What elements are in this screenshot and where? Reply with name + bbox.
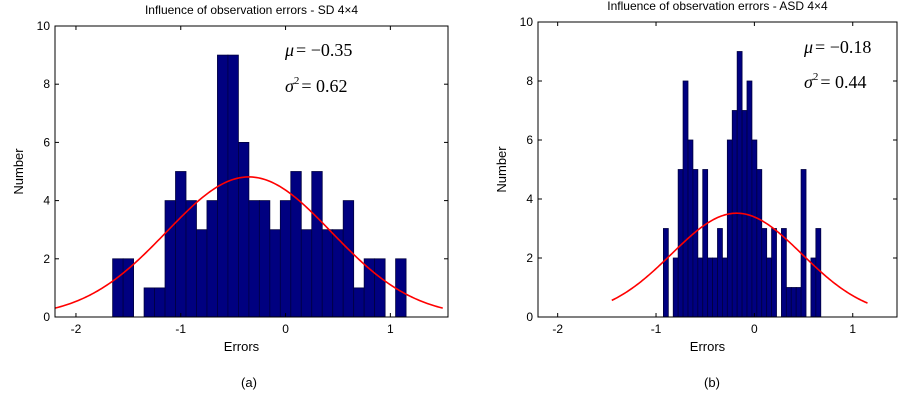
sigma-superscript: 2 bbox=[813, 71, 819, 83]
histogram-bar bbox=[663, 228, 669, 318]
histogram-bar bbox=[815, 228, 822, 318]
y-tick-label: 2 bbox=[526, 251, 533, 265]
histogram-bar bbox=[697, 257, 704, 318]
sigma-superscript: 2 bbox=[294, 75, 300, 87]
histogram-bar bbox=[164, 200, 176, 318]
histogram-bar bbox=[258, 200, 271, 318]
histogram-bar bbox=[395, 258, 407, 318]
histogram-bar bbox=[311, 171, 323, 318]
y-tick-label: 0 bbox=[526, 310, 533, 324]
histogram-bar bbox=[342, 200, 355, 318]
histogram-bar bbox=[795, 287, 802, 318]
histogram-bar bbox=[353, 287, 365, 318]
mean-annotation: μ = −0.35 bbox=[284, 40, 352, 60]
histogram-bar bbox=[702, 169, 709, 318]
x-tick-label: -1 bbox=[651, 322, 662, 336]
histogram-bar bbox=[761, 228, 768, 318]
y-tick-label: 8 bbox=[43, 77, 50, 91]
y-tick-label: 4 bbox=[526, 192, 533, 206]
y-axis-label: Number bbox=[11, 148, 26, 195]
histogram-bar bbox=[766, 257, 772, 318]
y-tick-label: 8 bbox=[526, 74, 533, 88]
normal-fit-curve bbox=[54, 176, 443, 309]
histogram-bar bbox=[756, 169, 763, 318]
plot-frame bbox=[54, 25, 449, 318]
x-axis-label: Errors bbox=[690, 339, 726, 354]
sigma-symbol: σ bbox=[285, 76, 295, 96]
chart-panel-a: Influence of observation errors - SD 4×4… bbox=[11, 3, 449, 390]
y-tick-label: 4 bbox=[43, 194, 50, 208]
histogram-bar bbox=[154, 287, 166, 318]
x-tick-label: 0 bbox=[751, 322, 758, 336]
x-tick-label: 0 bbox=[282, 322, 289, 336]
sigma-value: = 0.62 bbox=[301, 76, 347, 96]
sigma-value: = 0.44 bbox=[820, 72, 866, 92]
y-tick-label: 10 bbox=[37, 19, 51, 33]
histogram-bar bbox=[227, 54, 239, 318]
histogram-bar bbox=[112, 258, 124, 318]
mu-symbol: μ bbox=[803, 37, 813, 57]
histogram-bar bbox=[321, 229, 334, 318]
histogram-bar bbox=[722, 257, 728, 318]
y-tick-label: 6 bbox=[43, 135, 50, 149]
histogram-bar bbox=[800, 169, 807, 318]
histogram-bar bbox=[143, 287, 155, 318]
mean-annotation: μ = −0.18 bbox=[803, 37, 871, 57]
histogram-bar bbox=[692, 169, 699, 318]
histogram-bar bbox=[374, 258, 386, 318]
histogram-bar bbox=[196, 229, 208, 318]
x-tick-label: -2 bbox=[552, 322, 563, 336]
x-axis-label: Errors bbox=[224, 339, 260, 354]
histogram-bar bbox=[269, 229, 281, 318]
mu-value: = −0.35 bbox=[296, 40, 352, 60]
x-tick-label: -1 bbox=[175, 322, 186, 336]
chart-title: Influence of observation errors - ASD 4×… bbox=[607, 0, 828, 13]
histogram-bar bbox=[682, 80, 689, 318]
histogram-bar bbox=[672, 257, 679, 318]
histogram-bar bbox=[707, 257, 713, 318]
x-tick-label: 1 bbox=[387, 322, 394, 336]
histogram-bar bbox=[363, 258, 376, 318]
histogram-bar bbox=[790, 287, 797, 318]
histogram-bar bbox=[206, 200, 218, 318]
variance-annotation: σ2 = 0.62 bbox=[285, 75, 348, 96]
histogram-bar bbox=[300, 229, 313, 318]
x-tick-label: 1 bbox=[849, 322, 856, 336]
y-tick-label: 0 bbox=[43, 310, 50, 324]
histogram-bar bbox=[175, 171, 187, 318]
histogram-bar bbox=[746, 80, 753, 318]
chart-title: Influence of observation errors - SD 4×4 bbox=[145, 3, 358, 17]
chart-panel-b: Influence of observation errors - ASD 4×… bbox=[494, 0, 898, 390]
x-tick-label: -2 bbox=[71, 322, 82, 336]
histogram-bar bbox=[687, 139, 694, 318]
histogram-bar bbox=[122, 258, 135, 318]
variance-annotation: σ2 = 0.44 bbox=[804, 71, 867, 92]
y-axis-label: Number bbox=[494, 146, 509, 193]
histogram-bar bbox=[185, 200, 197, 318]
histogram-bar bbox=[717, 228, 723, 318]
y-tick-label: 10 bbox=[520, 15, 534, 29]
histogram-bar bbox=[248, 200, 260, 318]
histogram-bar bbox=[712, 257, 718, 318]
normal-fit-curve bbox=[611, 212, 868, 304]
panel-caption: (a) bbox=[241, 375, 257, 390]
histogram-bar bbox=[279, 200, 292, 318]
histogram-bar bbox=[771, 228, 777, 318]
histogram-bar bbox=[726, 139, 733, 318]
mu-value: = −0.18 bbox=[815, 37, 871, 57]
histogram-bar bbox=[237, 141, 250, 318]
y-tick-label: 6 bbox=[526, 133, 533, 147]
y-tick-label: 2 bbox=[43, 252, 50, 266]
plot-frame bbox=[537, 21, 898, 318]
mu-symbol: μ bbox=[284, 40, 294, 60]
histogram-bar bbox=[736, 51, 743, 318]
histogram-bar bbox=[781, 228, 787, 318]
histogram-bar bbox=[785, 287, 792, 318]
panel-caption: (b) bbox=[704, 375, 720, 390]
sigma-symbol: σ bbox=[804, 72, 814, 92]
histogram-bar bbox=[751, 139, 758, 318]
histogram-bar bbox=[290, 171, 302, 318]
